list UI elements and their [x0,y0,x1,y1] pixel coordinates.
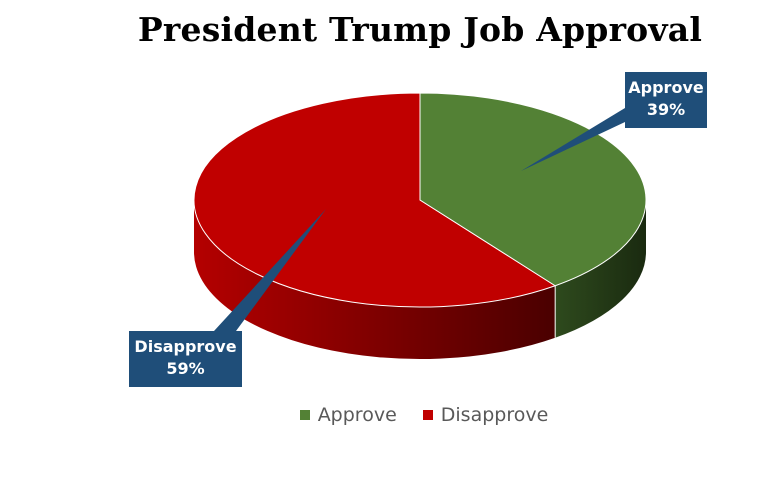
legend-item-approve: Approve [299,404,397,426]
slice-side-approve [555,200,646,338]
callout-approve-box [625,72,707,128]
legend-item-disapprove: Disapprove [422,404,549,426]
callout-approve-value: 39% [647,100,685,119]
legend-label-disapprove: Disapprove [440,404,549,426]
chart-title: President Trump Job Approval [137,10,703,49]
slice-side-disapprove [194,200,556,359]
legend: Approve Disapprove [0,404,783,426]
slice-disapprove [193,92,557,308]
callout-approve: Approve 39% [521,72,707,171]
slice-approve [419,92,647,287]
callout-disapprove-value: 59% [166,359,204,378]
legend-label-approve: Approve [317,404,397,426]
callout-disapprove-box [129,331,242,387]
callout-disapprove-category: Disapprove [134,337,236,356]
callout-disapprove-pointer [214,209,326,331]
legend-swatch-disapprove [422,410,433,420]
callout-approve-pointer [521,108,625,171]
callout-disapprove: Disapprove 59% [129,209,326,387]
legend-swatch-approve [299,410,310,420]
callout-approve-category: Approve [628,78,704,97]
